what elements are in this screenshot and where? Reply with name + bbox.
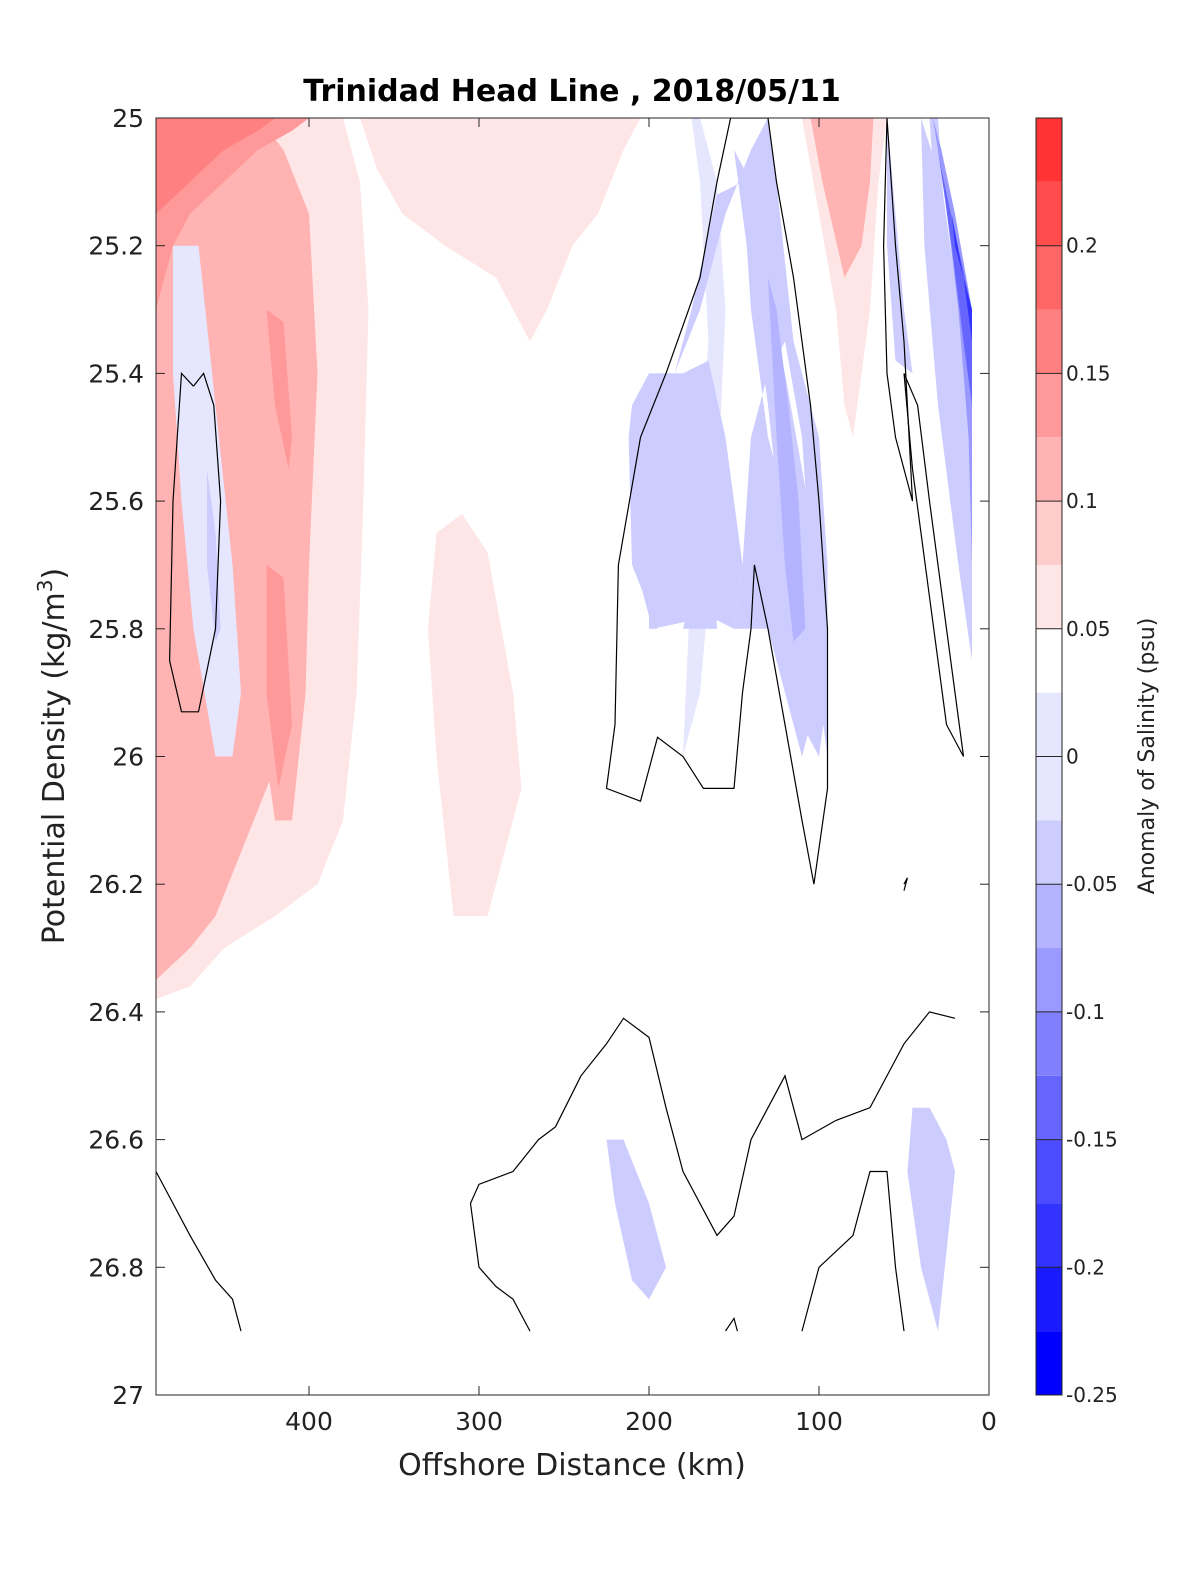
colorbar-cell <box>1036 118 1062 182</box>
colorbar-tick-label: 0.15 <box>1066 361 1111 385</box>
contour-region-4 <box>360 118 641 342</box>
y-tick-label: 25.4 <box>88 359 144 388</box>
y-tick-label: 26.4 <box>88 998 144 1027</box>
y-tick-label: 25 <box>112 104 144 133</box>
contour-region-26 <box>938 149 972 406</box>
contour-line-6 <box>725 1316 738 1332</box>
colorbar-cell <box>1036 884 1062 949</box>
colorbar-tick-label: 0.05 <box>1066 617 1111 641</box>
colorbar-tick-label: -0.1 <box>1066 1000 1105 1024</box>
contour-line-3 <box>903 373 965 757</box>
colorbar-label: Anomaly of Salinity (psu) <box>1135 618 1160 895</box>
colorbar-cell <box>1036 1267 1062 1332</box>
colorbar-cell <box>1036 1331 1062 1395</box>
colorbar-tick-label: 0 <box>1066 745 1079 769</box>
y-tick-label: 25.6 <box>88 487 144 516</box>
contour-line-8 <box>903 877 908 891</box>
colorbar-tick-label: -0.2 <box>1066 1255 1105 1279</box>
y-axis-label-close: ) <box>37 568 72 580</box>
colorbar-cell <box>1036 501 1062 565</box>
y-tick-label: 25.2 <box>88 232 144 261</box>
y-tick-label: 26.6 <box>88 1126 144 1155</box>
contour-region-16 <box>810 118 874 278</box>
contour-line-4 <box>156 1171 242 1332</box>
contour-line-1 <box>605 118 829 885</box>
x-axis-ticks: 400 300 200 100 0 <box>285 118 997 1436</box>
colorbar-cell <box>1036 628 1062 693</box>
contour-region-21 <box>768 277 806 642</box>
colorbar-cell <box>1036 1011 1062 1076</box>
colorbar-cell <box>1036 820 1062 885</box>
colorbar-tick-label: -0.15 <box>1066 1128 1118 1152</box>
contour-region-18 <box>628 118 828 757</box>
y-axis-label-superscript: 3 <box>33 579 57 592</box>
contour-region-8 <box>266 309 292 470</box>
contour-fill-regions <box>156 118 972 1332</box>
contour-line-0 <box>168 371 222 713</box>
colorbar-cell <box>1036 1203 1062 1268</box>
contour-region-28 <box>606 1139 666 1300</box>
colorbar-cell <box>1036 948 1062 1012</box>
y-tick-label: 25.8 <box>88 615 144 644</box>
y-axis-ticks: 25 25.2 25.4 25.6 25.8 26 26.2 26.4 26.6 26.8 27 <box>88 104 989 1410</box>
y-axis-label: Potential Density (kg/m3) <box>33 568 72 944</box>
zero-contour-lines <box>156 118 965 1332</box>
chart-title: Trinidad Head Line , 2018/05/11 <box>303 74 840 109</box>
y-tick-label: 26.2 <box>88 870 144 899</box>
colorbar-cell <box>1036 564 1062 629</box>
contour-region-30 <box>883 616 891 648</box>
contour-region-10 <box>156 118 275 214</box>
colorbar-cell <box>1036 309 1062 374</box>
colorbar-cells <box>1036 118 1062 1395</box>
colorbar-cell <box>1036 245 1062 310</box>
colorbar-tick-label: 0.2 <box>1066 234 1098 258</box>
contour-line-7 <box>801 1170 905 1332</box>
x-tick-label: 100 <box>795 1407 843 1436</box>
colorbar-ticks: -0.25 -0.2 -0.15 -0.1 -0.05 0 0.05 0.1 0.15 0.2 <box>1036 234 1118 1407</box>
x-tick-label: 400 <box>285 1407 333 1436</box>
colorbar-tick-label: 0.1 <box>1066 489 1098 513</box>
y-tick-label: 26 <box>112 743 144 772</box>
colorbar-cell <box>1036 437 1062 502</box>
colorbar-cell <box>1036 1139 1062 1204</box>
colorbar-tick-label: -0.05 <box>1066 872 1118 896</box>
contour-region-22 <box>887 118 913 374</box>
contour-line-2 <box>882 118 914 502</box>
colorbar-tick-label: -0.25 <box>1066 1383 1118 1407</box>
x-tick-label: 0 <box>981 1407 997 1436</box>
plot-area: 400 300 200 100 0 25 25.2 25.4 25.6 25.8 26 26.2 26… <box>88 104 997 1436</box>
contour-region-19 <box>632 360 743 629</box>
colorbar-cell <box>1036 373 1062 438</box>
x-axis-label: Offshore Distance (km) <box>398 1448 746 1483</box>
colorbar: -0.25 -0.2 -0.15 -0.1 -0.05 0 0.05 0.1 0.15 0.2 A… <box>1035 117 1160 1407</box>
y-axis-label-main: Potential Density (kg/m <box>37 592 72 944</box>
colorbar-cell <box>1036 181 1062 246</box>
y-tick-label: 27 <box>112 1381 144 1410</box>
colorbar-cell <box>1036 1075 1062 1140</box>
contour-line-5 <box>469 1011 956 1332</box>
contour-region-24 <box>921 118 972 661</box>
y-tick-label: 26.8 <box>88 1253 144 1282</box>
contour-region-13 <box>759 660 802 1012</box>
contour-region-9 <box>266 564 292 789</box>
contour-region-14 <box>241 1171 292 1332</box>
contour-region-27 <box>951 213 972 342</box>
contour-region-29 <box>907 1107 955 1332</box>
x-tick-label: 300 <box>455 1407 503 1436</box>
x-tick-label: 200 <box>625 1407 673 1436</box>
contour-region-3 <box>428 513 522 917</box>
